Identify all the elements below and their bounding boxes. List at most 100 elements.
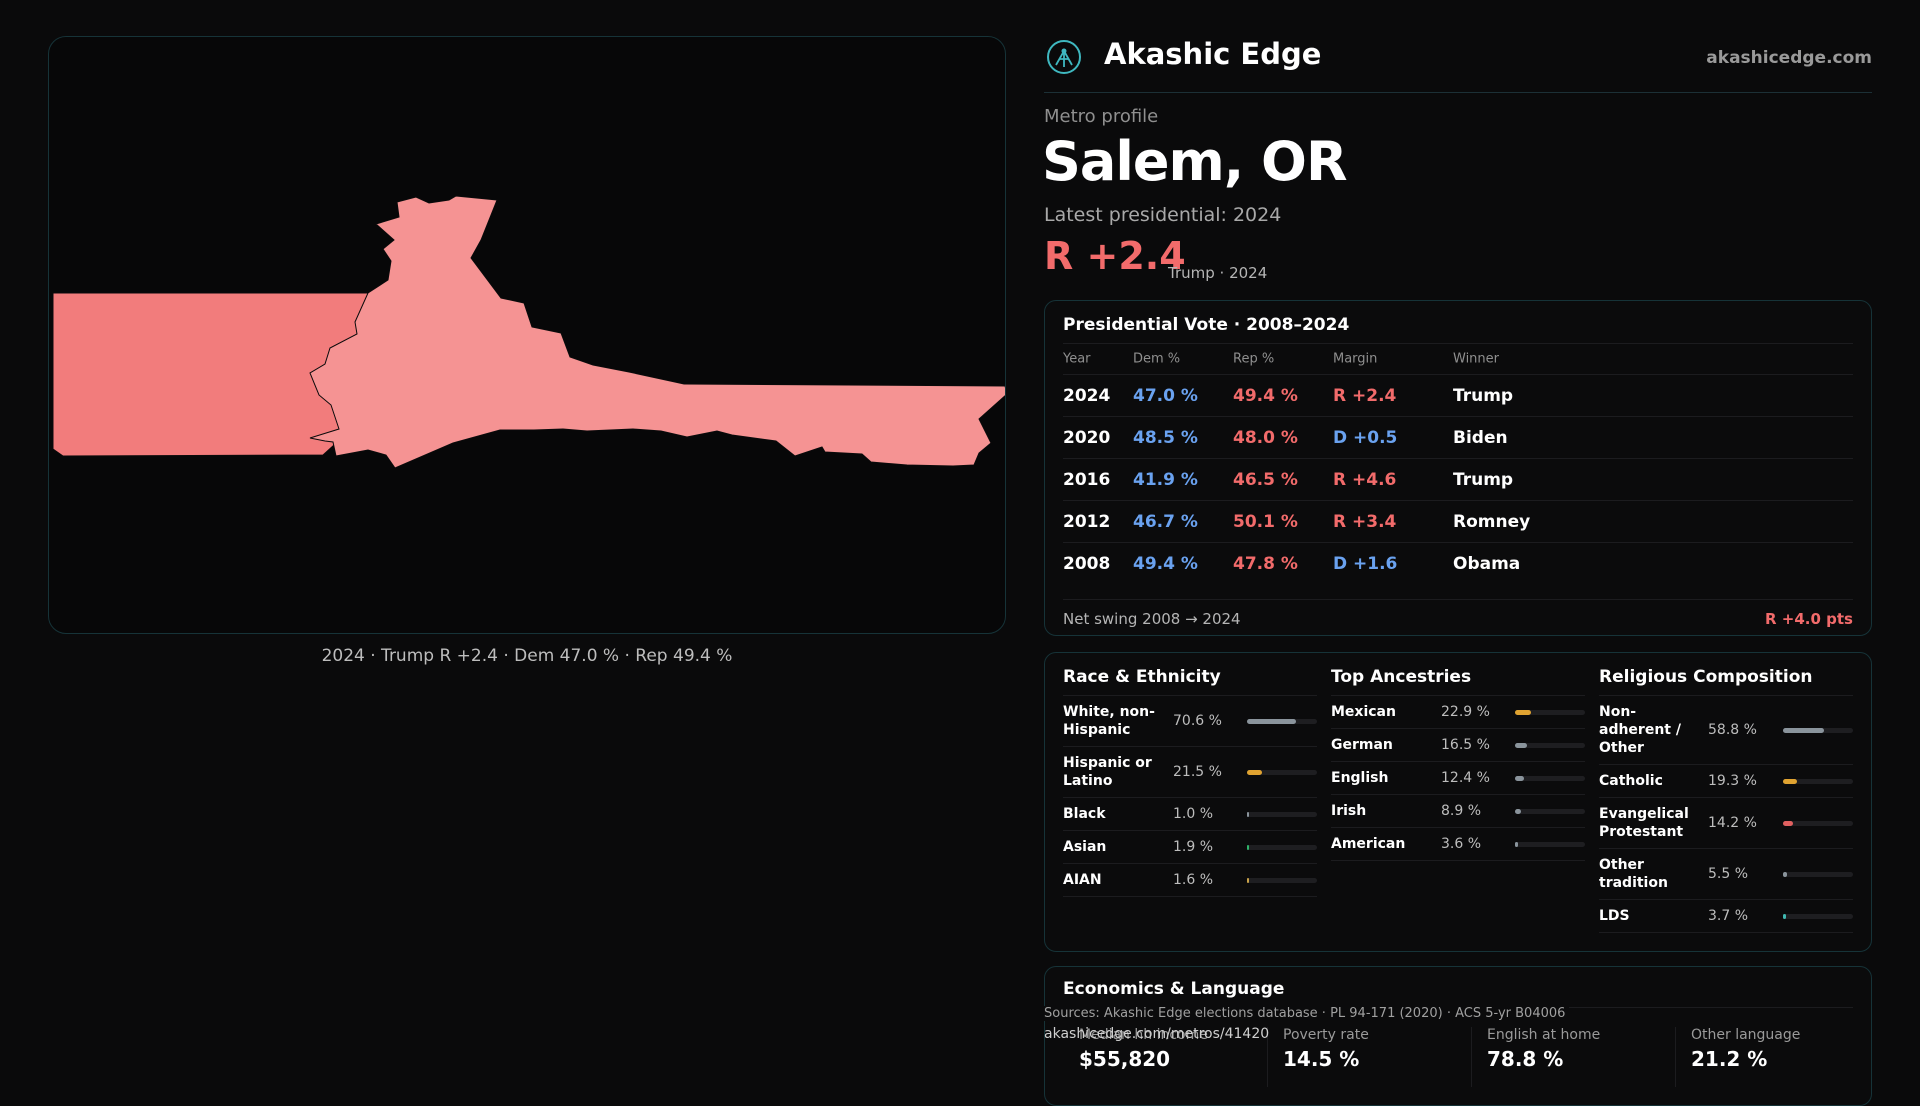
map-caption: 2024 · Trump R +2.4 · Dem 47.0 % · Rep 4…	[321, 646, 733, 666]
econ-value: 14.5 %	[1283, 1047, 1360, 1071]
page-title: Salem, OR	[1042, 130, 1348, 193]
percent-bar	[1247, 719, 1317, 724]
map-county-east[interactable]	[309, 195, 1006, 469]
percent-bar	[1783, 821, 1853, 826]
page-url-link[interactable]: akashicedge.com/metros/41420	[1044, 1026, 1270, 1042]
econ-label: English at home	[1487, 1027, 1601, 1043]
metro-map[interactable]	[49, 37, 1006, 634]
econ-poverty-rate: Poverty rate 14.5 %	[1283, 1027, 1369, 1071]
item-label: Evangelical Protestant	[1599, 806, 1689, 840]
item-label: White, non-Hispanic	[1063, 704, 1155, 738]
latest-margin-sub: Trump · 2024	[1168, 264, 1268, 282]
econ-value: 21.2 %	[1691, 1047, 1768, 1071]
header-dem[interactable]: Dem %	[1133, 351, 1181, 367]
item-percent: 12.4 %	[1441, 770, 1490, 786]
cell-margin: R +4.6	[1333, 469, 1397, 490]
percent-bar	[1515, 743, 1585, 748]
profile-header: Akashic Edge akashicedge.com Metro profi…	[1042, 36, 1872, 282]
cell-rep-pct: 50.1 %	[1233, 511, 1298, 532]
cell-winner: Obama	[1453, 553, 1521, 574]
table-row[interactable]: 2012 46.7 % 50.1 % R +3.4 Romney	[1063, 500, 1853, 542]
percent-bar	[1783, 728, 1853, 733]
demographics-card: Race & Ethnicity White, non-Hispanic 70.6…	[1044, 652, 1872, 952]
brand-logo-icon[interactable]	[1046, 39, 1082, 75]
list-item: English 12.4 %	[1331, 762, 1585, 795]
econ-english-home: English at home 78.8 %	[1487, 1027, 1600, 1071]
cell-winner: Biden	[1453, 427, 1508, 448]
header-margin[interactable]: Margin	[1333, 351, 1378, 367]
item-label: Non-adherent / Other	[1599, 704, 1681, 756]
latest-margin: R +2.4	[1044, 234, 1186, 278]
item-percent: 58.8 %	[1708, 722, 1757, 738]
item-percent: 21.5 %	[1173, 764, 1222, 780]
percent-bar-fill	[1515, 743, 1527, 748]
table-row[interactable]: 2008 49.4 % 47.8 % D +1.6 Obama	[1063, 542, 1853, 584]
percent-bar-fill	[1247, 845, 1249, 850]
econ-value: 78.8 %	[1487, 1047, 1564, 1071]
percent-bar	[1247, 845, 1317, 850]
percent-bar-fill	[1783, 914, 1786, 919]
percent-bar	[1247, 812, 1317, 817]
cell-dem-pct: 41.9 %	[1133, 469, 1198, 490]
item-percent: 19.3 %	[1708, 773, 1757, 789]
list-item: American 3.6 %	[1331, 828, 1585, 861]
site-link[interactable]: akashicedge.com	[1706, 48, 1872, 68]
list-item: Black 1.0 %	[1063, 798, 1317, 831]
presidential-vote-card: Presidential Vote · 2008–2024 Year Dem %…	[1044, 300, 1872, 636]
item-label: Hispanic or Latino	[1063, 755, 1152, 789]
item-label: Other tradition	[1599, 857, 1668, 891]
percent-bar-fill	[1247, 878, 1249, 883]
percent-bar-fill	[1515, 776, 1524, 781]
list-item: Other tradition 5.5 %	[1599, 849, 1853, 900]
percent-bar	[1783, 914, 1853, 919]
item-percent: 22.9 %	[1441, 704, 1490, 720]
header-rep[interactable]: Rep %	[1233, 351, 1275, 367]
net-swing-row: Net swing 2008 → 2024 R +4.0 pts	[1063, 599, 1853, 628]
cell-year: 2012	[1063, 511, 1111, 532]
economics-title: Economics & Language	[1063, 979, 1285, 999]
race-ethnicity-section: Race & Ethnicity White, non-Hispanic 70.6…	[1063, 667, 1317, 897]
list-item: Catholic 19.3 %	[1599, 765, 1853, 798]
cell-margin: R +2.4	[1333, 385, 1397, 406]
item-label: LDS	[1599, 908, 1630, 924]
brand-bar: Akashic Edge akashicedge.com	[1044, 36, 1872, 93]
list-item: Asian 1.9 %	[1063, 831, 1317, 864]
econ-value: $55,820	[1079, 1047, 1171, 1071]
header-winner[interactable]: Winner	[1453, 351, 1500, 367]
table-row[interactable]: 2024 47.0 % 49.4 % R +2.4 Trump	[1063, 374, 1853, 416]
item-percent: 16.5 %	[1441, 737, 1490, 753]
metro-map-panel[interactable]	[48, 36, 1006, 634]
econ-median-income: Median hh income $55,820	[1079, 1027, 1208, 1071]
presidential-vote-table: Year Dem % Rep % Margin Winner 2024 47.0 …	[1063, 343, 1853, 584]
list-item: AIAN 1.6 %	[1063, 864, 1317, 897]
table-row[interactable]: 2016 41.9 % 46.5 % R +4.6 Trump	[1063, 458, 1853, 500]
ancestries-section: Top Ancestries Mexican 22.9 % German 16.5 %…	[1331, 667, 1585, 861]
item-label: Asian	[1063, 839, 1107, 855]
sources-note: Sources: Akashic Edge elections database…	[1044, 1006, 1570, 1021]
percent-bar-fill	[1515, 809, 1522, 814]
net-swing-value: R +4.0 pts	[1765, 610, 1853, 628]
item-label: Irish	[1331, 803, 1367, 819]
item-percent: 1.0 %	[1173, 806, 1214, 822]
net-swing-label: Net swing 2008 → 2024	[1063, 610, 1241, 628]
brand-name[interactable]: Akashic Edge	[1104, 37, 1322, 71]
item-label: Mexican	[1331, 704, 1396, 720]
item-percent: 5.5 %	[1708, 866, 1749, 882]
profile-eyebrow: Metro profile	[1044, 106, 1159, 127]
percent-bar	[1783, 872, 1853, 877]
percent-bar-fill	[1247, 719, 1297, 724]
item-percent: 8.9 %	[1441, 803, 1482, 819]
item-percent: 14.2 %	[1708, 815, 1757, 831]
percent-bar-fill	[1247, 812, 1249, 817]
list-item: White, non-Hispanic 70.6 %	[1063, 696, 1317, 747]
percent-bar	[1515, 776, 1585, 781]
econ-other-language: Other language 21.2 %	[1691, 1027, 1800, 1071]
econ-label: Median hh income	[1079, 1027, 1208, 1043]
cell-margin: D +0.5	[1333, 427, 1398, 448]
table-row[interactable]: 2020 48.5 % 48.0 % D +0.5 Biden	[1063, 416, 1853, 458]
cell-margin: R +3.4	[1333, 511, 1397, 532]
cell-rep-pct: 49.4 %	[1233, 385, 1298, 406]
header-year[interactable]: Year	[1063, 351, 1091, 367]
cell-dem-pct: 47.0 %	[1133, 385, 1198, 406]
percent-bar	[1247, 770, 1317, 775]
